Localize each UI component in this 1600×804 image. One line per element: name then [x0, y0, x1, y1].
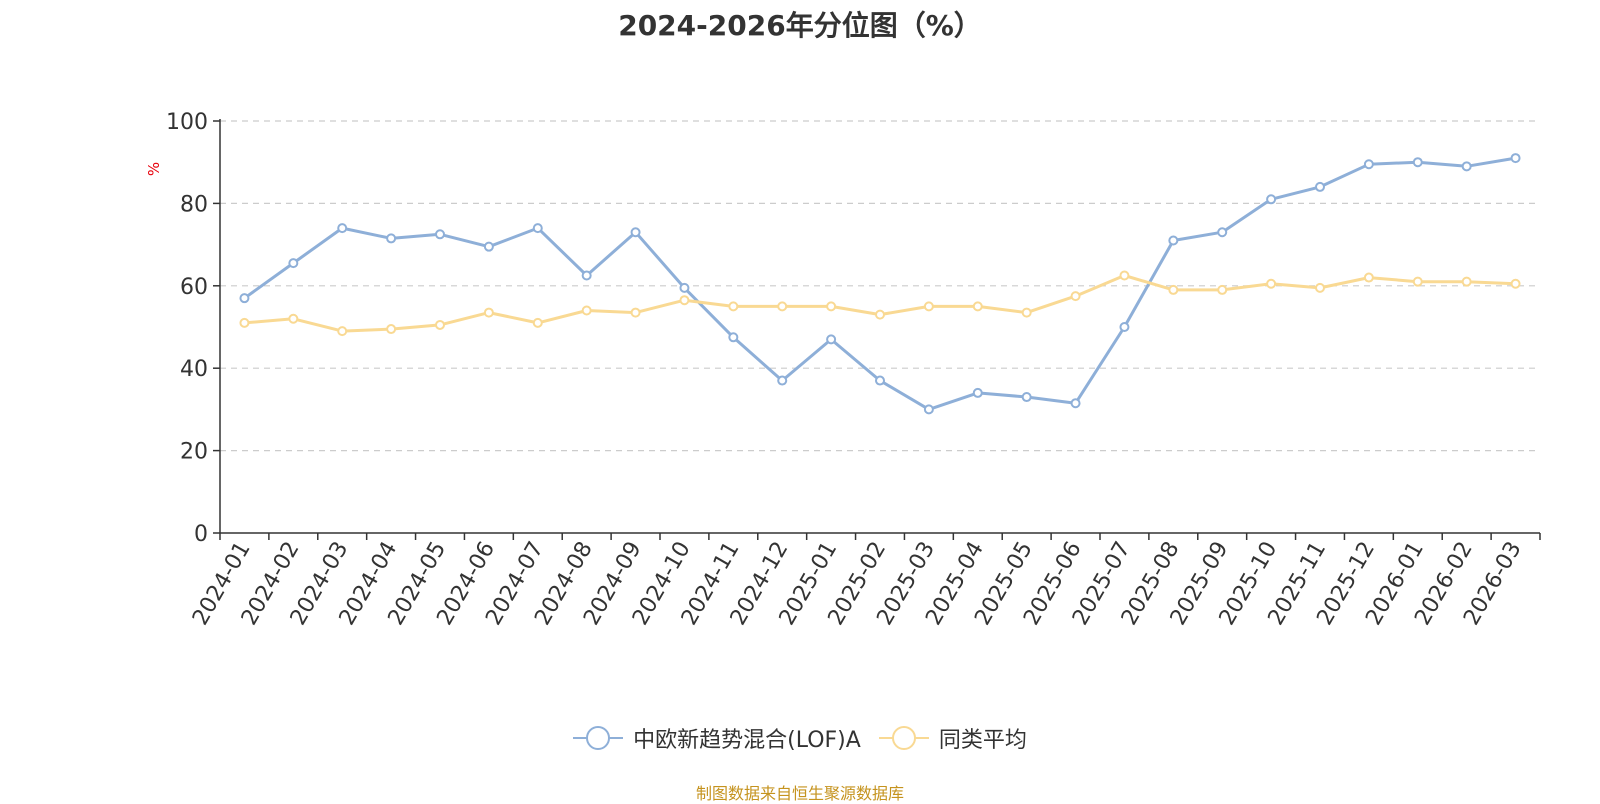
- data-point: [1510, 153, 1521, 164]
- data-point: [1070, 398, 1081, 409]
- data-point: [532, 317, 543, 328]
- data-point: [1266, 278, 1277, 289]
- data-source-note: 制图数据来自恒生聚源数据库: [695, 784, 904, 803]
- data-point: [1510, 278, 1521, 289]
- data-point: [1217, 284, 1228, 295]
- data-point: [777, 375, 788, 386]
- data-point: [1119, 270, 1130, 281]
- data-point: [1168, 235, 1179, 246]
- data-point: [435, 229, 445, 240]
- data-point: [483, 241, 494, 252]
- chart-title: 2024-2026年分位图（%）: [618, 9, 982, 42]
- data-point: [239, 317, 250, 328]
- y-tick-label: 40: [180, 357, 208, 382]
- data-point: [1021, 392, 1032, 403]
- data-point: [386, 324, 397, 335]
- data-point: [1363, 272, 1374, 283]
- data-point: [972, 387, 983, 398]
- data-point: [435, 319, 445, 330]
- data-point: [1412, 157, 1423, 168]
- series-group: [239, 153, 1521, 415]
- data-point: [923, 404, 934, 415]
- data-point: [1461, 161, 1472, 172]
- data-point: [1315, 181, 1325, 192]
- data-point: [337, 326, 348, 337]
- data-point: [1266, 194, 1277, 205]
- data-point: [1217, 227, 1228, 238]
- data-point: [728, 332, 739, 343]
- y-tick-label: 60: [180, 275, 208, 300]
- data-point: [239, 293, 250, 304]
- y-tick-label: 0: [194, 522, 208, 547]
- series-line: [242, 156, 1518, 411]
- data-point: [1363, 159, 1374, 170]
- legend-swatch-series-2-icon: [878, 726, 929, 750]
- data-point: [288, 258, 299, 269]
- axes: 0204060801002024-012024-022024-032024-04…: [166, 110, 1541, 630]
- legend-label-series-2: 同类平均: [938, 728, 1027, 753]
- data-point: [826, 334, 837, 345]
- series-2: [239, 270, 1521, 337]
- data-point: [483, 307, 494, 318]
- data-point: [1119, 322, 1130, 332]
- data-point: [630, 307, 641, 318]
- series-line: [242, 274, 1518, 333]
- data-point: [337, 223, 348, 234]
- data-point: [972, 301, 983, 312]
- data-point: [1461, 276, 1472, 287]
- data-point: [1315, 282, 1325, 293]
- data-point: [1070, 291, 1081, 302]
- legend-swatch-series-1-icon: [573, 726, 624, 750]
- data-point: [581, 270, 592, 281]
- data-point: [728, 301, 739, 312]
- y-tick-label: 80: [180, 192, 208, 217]
- data-point: [288, 313, 299, 324]
- data-point: [826, 301, 837, 312]
- y-tick-label: 100: [166, 110, 208, 135]
- data-point: [1412, 276, 1423, 287]
- data-point: [386, 233, 397, 244]
- legend-item-series-2[interactable]: 同类平均: [878, 722, 1027, 754]
- data-point: [1168, 284, 1179, 295]
- data-point: [875, 309, 885, 320]
- data-point: [532, 223, 543, 234]
- legend-label-series-1: 中欧新趋势混合(LOF)A: [633, 728, 861, 753]
- legend: 中欧新趋势混合(LOF)A 同类平均: [0, 722, 1600, 754]
- grid-lines: [220, 120, 1540, 452]
- data-point: [679, 295, 690, 306]
- y-tick-label: 20: [180, 440, 208, 465]
- data-point: [679, 282, 690, 293]
- data-point: [581, 305, 592, 316]
- data-point: [923, 301, 934, 312]
- data-point: [1021, 307, 1032, 318]
- data-point: [630, 227, 641, 238]
- series-1: [239, 153, 1521, 415]
- legend-item-series-1[interactable]: 中欧新趋势混合(LOF)A: [573, 722, 861, 754]
- data-point: [777, 301, 788, 312]
- data-point: [875, 375, 885, 386]
